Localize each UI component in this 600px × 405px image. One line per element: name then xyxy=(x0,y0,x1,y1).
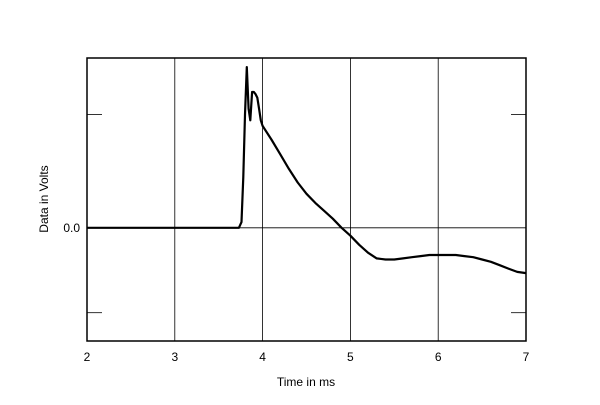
axis-ticks xyxy=(87,114,526,314)
x-tick-label: 3 xyxy=(171,350,178,364)
series-group xyxy=(87,65,527,275)
y-tick-labels: 0.0 xyxy=(63,221,80,235)
x-axis-label: Time in ms xyxy=(277,375,335,389)
x-tick-label: 7 xyxy=(523,350,530,364)
plot-frame xyxy=(86,57,527,342)
x-tick-label: 2 xyxy=(84,350,91,364)
y-tick-label: 0.0 xyxy=(63,221,80,235)
x-tick-labels: 2 3 4 5 6 7 xyxy=(84,350,530,364)
x-tick-label: 6 xyxy=(435,350,442,364)
series-line xyxy=(87,65,527,275)
y-axis-label: Data in Volts xyxy=(37,165,51,232)
grid-lines xyxy=(87,58,526,341)
x-tick-label: 5 xyxy=(347,350,354,364)
x-tick-label: 4 xyxy=(259,350,266,364)
